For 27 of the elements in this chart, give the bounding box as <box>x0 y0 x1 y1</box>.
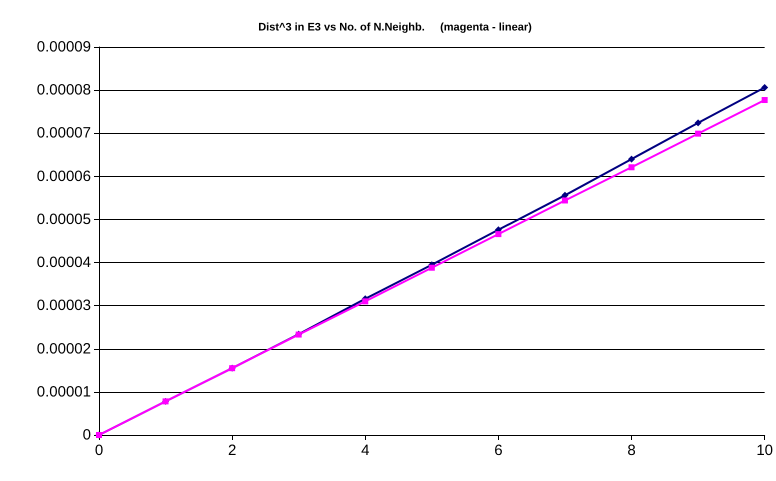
point <box>761 84 768 92</box>
point <box>694 119 702 126</box>
y-tick-label: 0.00009 <box>36 38 91 56</box>
point <box>628 156 636 163</box>
y-tick-label: 0.00008 <box>36 82 91 99</box>
chart-title: Dist^3 in E3 vs No. of N.Neighb. (magenta - linear) <box>258 22 532 34</box>
x-tick-label: 0 <box>94 442 104 459</box>
y-tick-label: 0.00001 <box>36 383 91 400</box>
y-tick-label: 0.00002 <box>36 340 91 358</box>
x-tick-label: 10 <box>756 442 773 459</box>
point <box>362 298 368 304</box>
x-tick-label: 4 <box>361 442 370 459</box>
y-tick-label: 0 <box>82 426 91 444</box>
point <box>762 97 768 104</box>
point <box>628 164 635 170</box>
y-tick-label: 0.00005 <box>36 210 91 228</box>
point <box>695 130 702 137</box>
y-tick-label: 0.00003 <box>36 297 91 314</box>
point <box>562 197 568 204</box>
y-tick-label: 0.00007 <box>36 124 91 142</box>
point <box>495 231 502 238</box>
y-tick-label: 0.00004 <box>36 254 91 272</box>
y-tick-label: 0.00006 <box>36 168 91 185</box>
x-tick-label: 2 <box>228 442 236 459</box>
x-tick-label: 6 <box>494 442 503 459</box>
point <box>428 264 435 271</box>
x-tick-label: 8 <box>627 442 636 459</box>
